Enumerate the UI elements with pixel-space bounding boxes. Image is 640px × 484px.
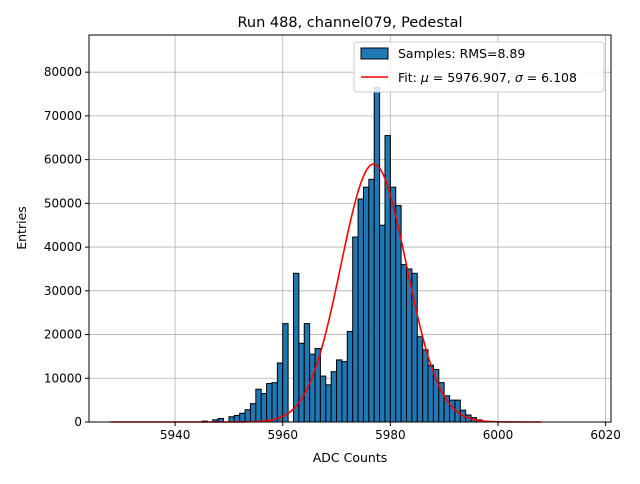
legend-fit-sigma-text: = 6.108 xyxy=(523,70,577,85)
histogram-bar xyxy=(390,187,395,422)
histogram-bar xyxy=(450,400,455,422)
legend-hist-label: Samples: RMS=8.89 xyxy=(398,46,525,61)
chart-title: Run 488, channel079, Pedestal xyxy=(237,15,462,31)
legend-fit-prefix: Fit: xyxy=(398,70,421,85)
y-tick-label: 50000 xyxy=(44,196,82,210)
legend-fit-label: Fit: μ = 5976.907, σ = 6.108 xyxy=(398,70,577,85)
histogram-bar xyxy=(272,383,277,422)
histogram-bar xyxy=(267,384,272,422)
y-tick-label: 20000 xyxy=(44,328,82,342)
histogram-bar xyxy=(331,372,336,422)
x-axis-ticks: 5940 5960 5980 6000 6020 xyxy=(160,422,621,442)
x-tick-label: 5960 xyxy=(267,428,298,442)
histogram-bar xyxy=(304,324,309,422)
y-tick-label: 70000 xyxy=(44,109,82,123)
histogram-bar xyxy=(347,331,352,422)
histogram-bar xyxy=(401,265,406,422)
x-axis-label: ADC Counts xyxy=(313,450,388,465)
x-tick-label: 5940 xyxy=(160,428,191,442)
histogram-bar xyxy=(369,179,374,422)
y-tick-label: 10000 xyxy=(44,371,82,385)
histogram-bar xyxy=(407,269,412,422)
histogram-bar xyxy=(337,360,342,422)
legend-fit-mu-text: = 5976.907, xyxy=(429,70,515,85)
y-axis-label: Entries xyxy=(14,206,29,250)
y-tick-label: 30000 xyxy=(44,284,82,298)
histogram-bar xyxy=(358,199,363,422)
histogram-bar xyxy=(277,363,282,422)
histogram-bar xyxy=(240,413,245,422)
histogram-bar xyxy=(261,394,266,422)
histogram-bar xyxy=(374,87,379,422)
y-tick-label: 80000 xyxy=(44,65,82,79)
x-tick-label: 6000 xyxy=(483,428,514,442)
legend-fit-mu-symbol: μ xyxy=(420,70,429,85)
histogram-bar xyxy=(250,404,255,422)
histogram-bar xyxy=(423,350,428,422)
histogram-bar xyxy=(293,273,298,422)
histogram-bar xyxy=(283,324,288,422)
y-axis-ticks: 0 10000 20000 30000 40000 50000 60000 70000 8000… xyxy=(44,65,89,429)
histogram-bars xyxy=(202,87,493,422)
legend-hist-swatch xyxy=(361,48,388,59)
x-tick-label: 6020 xyxy=(590,428,621,442)
histogram-bar xyxy=(310,354,315,422)
histogram-bar xyxy=(320,376,325,422)
histogram-bar xyxy=(256,389,261,422)
histogram-bar xyxy=(380,225,385,422)
histogram-bar xyxy=(299,343,304,422)
histogram-bar xyxy=(326,385,331,422)
y-tick-label: 0 xyxy=(74,415,82,429)
histogram-bar xyxy=(353,237,358,422)
histogram-bar xyxy=(417,337,422,422)
histogram-bar xyxy=(363,187,368,422)
histogram-bar xyxy=(342,362,347,422)
histogram-bar xyxy=(234,415,239,422)
histogram-bar xyxy=(428,365,433,422)
x-tick-label: 5980 xyxy=(375,428,406,442)
histogram-bar xyxy=(245,410,250,422)
y-tick-label: 60000 xyxy=(44,153,82,167)
histogram-bar xyxy=(385,136,390,422)
y-tick-label: 40000 xyxy=(44,240,82,254)
legend: Samples: RMS=8.89 Fit: μ = 5976.907, σ =… xyxy=(354,42,604,92)
